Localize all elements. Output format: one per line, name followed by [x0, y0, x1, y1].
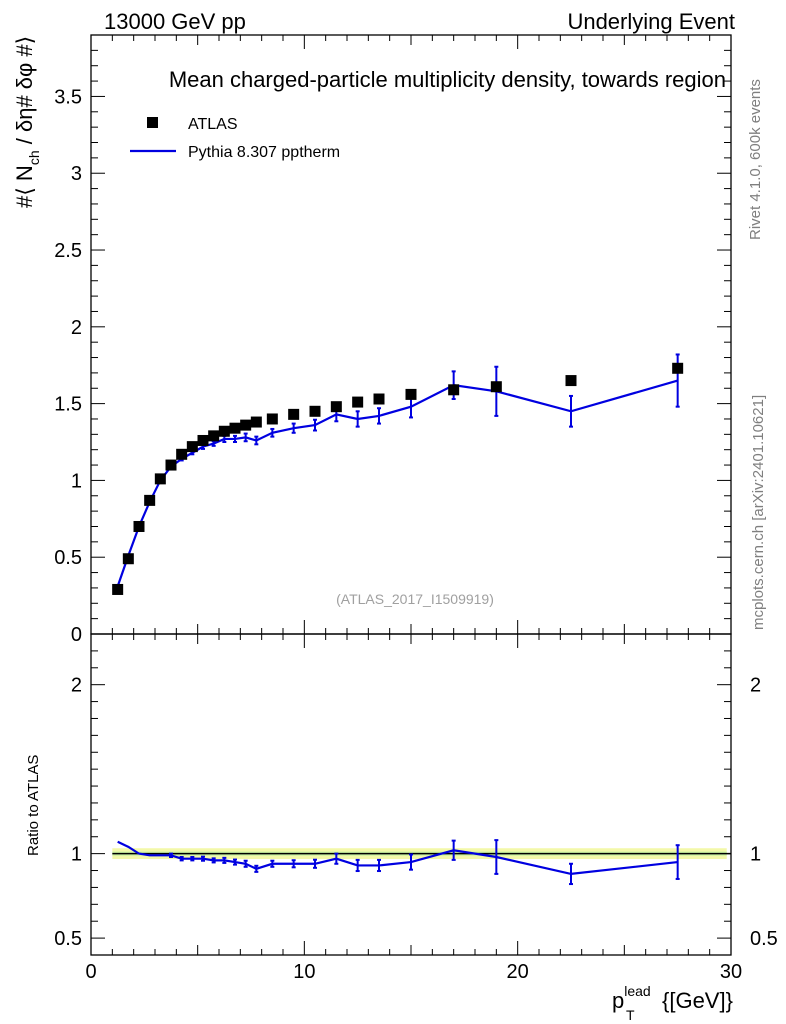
chart-title: Mean charged-particle multiplicity densi…: [169, 67, 726, 92]
x-tick-label: 0: [85, 961, 96, 983]
atlas-data-point: [288, 408, 300, 420]
atlas-data-point: [240, 419, 252, 431]
legend-marker-atlas: [147, 117, 158, 128]
x-tick-label: 10: [293, 961, 315, 983]
atlas-data-point: [373, 393, 385, 405]
atlas-data-point: [186, 441, 198, 453]
main-plot-frame: [90, 34, 732, 635]
atlas-data-point: [266, 413, 278, 425]
data-layer: [112, 353, 684, 886]
y-tick-label: 3.5: [54, 86, 82, 108]
y-tick-label: 0.5: [54, 547, 82, 569]
atlas-data-point: [309, 405, 321, 417]
atlas-data-point: [133, 520, 145, 532]
atlas-data-point: [405, 388, 417, 400]
atlas-data-point: [565, 375, 577, 387]
atlas-data-point: [672, 362, 684, 374]
x-axis-label: plead T{[GeV]}: [612, 983, 733, 1023]
pythia-line: [116, 379, 678, 587]
atlas-data-point: [250, 416, 262, 428]
ratio-y-axis-label: Ratio to ATLAS: [25, 755, 42, 856]
atlas-data-point: [122, 553, 134, 565]
ratio-uncertainty-band: [112, 848, 731, 860]
y-tick-label: 2.5: [54, 240, 82, 262]
atlas-data-point: [144, 494, 156, 506]
atlas-data-point: [218, 425, 230, 437]
atlas-data-point: [229, 422, 241, 434]
legend-label-atlas: ATLAS: [188, 116, 238, 133]
analysis-tag: (ATLAS_2017_I1509919): [336, 591, 494, 607]
atlas-data-point: [208, 430, 220, 442]
header-left: 13000 GeV pp: [104, 9, 246, 34]
atlas-data-point: [165, 459, 177, 471]
ratio-y-tick-label: 2: [71, 675, 82, 697]
ratio-y-tick-label: 1: [71, 844, 82, 866]
y-axis-label: #⟨ Nch / δη# δφ #⟩: [12, 36, 42, 208]
side-text-mcplots: mcplots.cern.ch [arXiv:2401.10621]: [750, 395, 767, 630]
atlas-data-point: [176, 448, 188, 460]
legend-label-pythia: Pythia 8.307 pptherm: [188, 144, 340, 161]
atlas-data-point: [112, 583, 124, 595]
y-tick-label: 2: [71, 317, 82, 339]
x-tick-label: 20: [507, 961, 529, 983]
atlas-data-point: [490, 381, 502, 393]
atlas-data-point: [197, 434, 209, 446]
atlas-data-point: [448, 384, 460, 396]
ratio-y-tick-label-right: 1: [750, 844, 761, 866]
y-tick-label: 3: [71, 163, 82, 185]
side-text-rivet: Rivet 4.1.0, 600k events: [747, 79, 764, 240]
y-tick-label: 1: [71, 470, 82, 492]
y-tick-label: 1.5: [54, 394, 82, 416]
axes-layer: 0 10 20 3000.511.522.533.50.5 0.51 12 2: [54, 34, 778, 983]
atlas-data-point: [330, 401, 342, 413]
atlas-data-point: [154, 473, 166, 485]
ratio-y-tick-label-right: 0.5: [750, 928, 778, 950]
atlas-data-point: [352, 396, 364, 408]
ratio-plot-frame: [90, 633, 732, 956]
y-tick-label: 0: [71, 624, 82, 646]
ratio-y-tick-label: 0.5: [54, 928, 82, 950]
ratio-y-tick-label-right: 2: [750, 675, 761, 697]
header-right: Underlying Event: [567, 9, 735, 34]
x-tick-label: 30: [720, 961, 742, 983]
